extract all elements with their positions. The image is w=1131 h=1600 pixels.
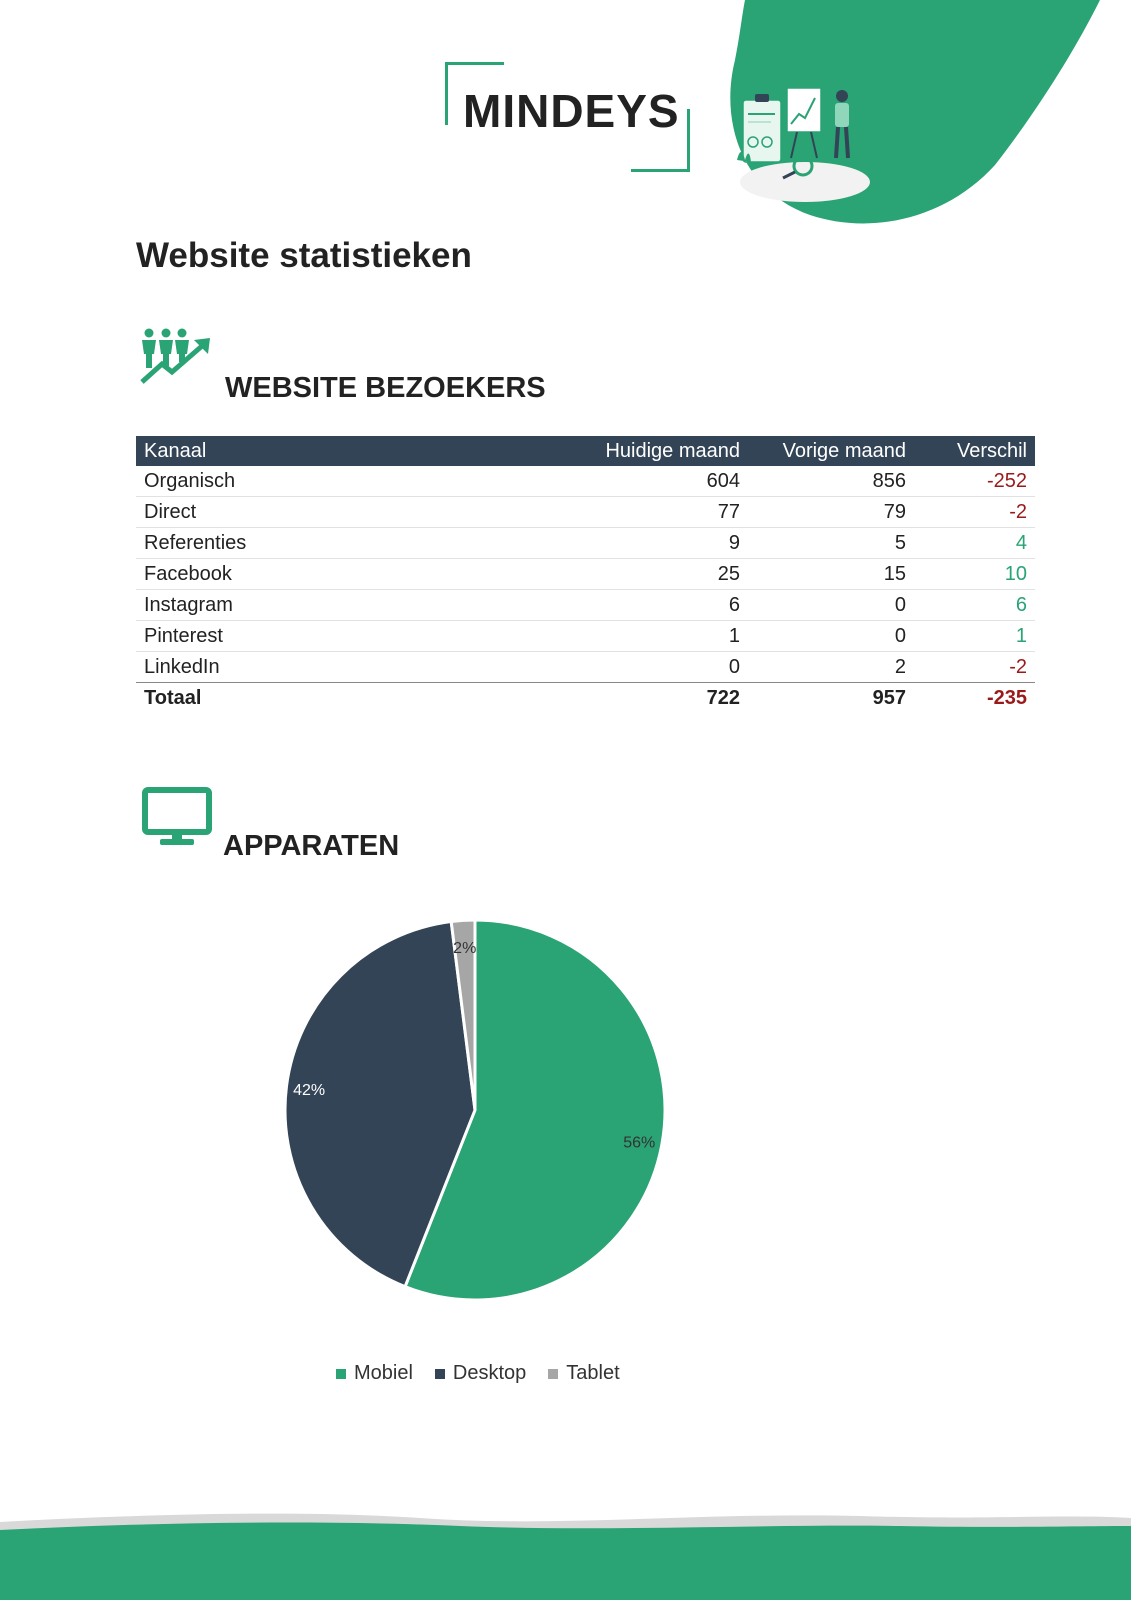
footer-decoration xyxy=(0,1513,1131,1600)
total-diff: -235 xyxy=(986,686,1027,709)
table-row: Pinterest 1 0 1 xyxy=(136,620,1035,652)
pie-chart-svg: 56% 42% 2% xyxy=(283,918,667,1302)
row-current: 6 xyxy=(552,589,748,621)
row-channel: LinkedIn xyxy=(136,651,552,683)
pie-slice-mobiel xyxy=(403,918,667,1302)
monitor-icon xyxy=(142,787,212,845)
total-label: Totaal xyxy=(144,686,202,709)
table-row: Organisch 604 856 -252 xyxy=(136,466,1035,497)
table-row: Instagram 6 0 6 xyxy=(136,589,1035,621)
brand-frame-corner xyxy=(445,62,504,125)
row-current: 9 xyxy=(552,527,748,559)
legend-label: Desktop xyxy=(452,1362,527,1384)
table-row: Direct 77 79 -2 xyxy=(136,496,1035,528)
row-diff: 4 xyxy=(914,527,1035,559)
visitors-table: Kanaal Huidige maand Vorige maand Versch… xyxy=(136,436,1035,713)
pie-data-label: 56% xyxy=(623,1134,655,1151)
total-previous: 957 xyxy=(872,686,906,709)
page-title: Website statistieken xyxy=(136,236,472,275)
row-previous: 856 xyxy=(748,466,914,497)
table-total-row: Totaal 722 957 -235 xyxy=(136,683,1035,714)
legend-swatch xyxy=(434,1368,445,1379)
row-previous: 79 xyxy=(748,496,914,528)
pie-slice-desktop xyxy=(283,919,477,1289)
row-current: 0 xyxy=(552,651,748,683)
row-diff: 1 xyxy=(914,620,1035,652)
total-current: 722 xyxy=(706,686,740,709)
legend-swatch xyxy=(336,1368,346,1379)
legend-item-desktop: Desktop xyxy=(434,1362,527,1385)
row-previous: 0 xyxy=(748,589,914,621)
row-channel: Facebook xyxy=(136,558,552,590)
row-channel: Direct xyxy=(136,496,552,528)
column-header-current: Huidige maand xyxy=(552,436,748,466)
chart-legend: Mobiel Desktop Tablet xyxy=(336,1362,620,1385)
legend-item-tablet: Tablet xyxy=(548,1362,620,1385)
table-row: Referenties 9 5 4 xyxy=(136,527,1035,559)
pie-data-label: 2% xyxy=(453,940,476,957)
column-header-channel: Kanaal xyxy=(136,436,552,466)
devices-section-title: APPARATEN xyxy=(223,830,400,862)
column-header-diff: Verschil xyxy=(914,436,1035,466)
row-channel: Instagram xyxy=(136,589,552,621)
table-row: Facebook 25 15 10 xyxy=(136,558,1035,590)
row-channel: Organisch xyxy=(136,466,552,497)
table-header-row: Kanaal Huidige maand Vorige maand Versch… xyxy=(136,436,1035,466)
column-header-previous: Vorige maand xyxy=(748,436,914,466)
row-previous: 5 xyxy=(748,527,914,559)
pie-data-label: 42% xyxy=(293,1082,325,1099)
legend-label: Tablet xyxy=(566,1362,620,1384)
row-channel: Pinterest xyxy=(136,620,552,652)
row-current: 1 xyxy=(552,620,748,652)
visitors-growth-icon xyxy=(140,328,210,384)
legend-swatch xyxy=(548,1368,559,1379)
row-diff: 10 xyxy=(914,558,1035,590)
row-channel: Referenties xyxy=(136,527,552,559)
brand-frame-corner xyxy=(631,109,690,172)
row-diff: -2 xyxy=(914,496,1035,528)
row-previous: 15 xyxy=(748,558,914,590)
legend-item-mobiel: Mobiel xyxy=(336,1362,413,1385)
row-current: 604 xyxy=(552,466,748,497)
row-diff: -252 xyxy=(914,466,1035,497)
row-diff: 6 xyxy=(914,589,1035,621)
pie-slice-tablet xyxy=(449,918,477,1111)
devices-pie-chart: 56% 42% 2% xyxy=(270,905,680,1320)
row-diff: -2 xyxy=(914,651,1035,683)
table-row: LinkedIn 0 2 -2 xyxy=(136,651,1035,683)
analytics-illustration xyxy=(737,82,870,202)
brand-logo: MINDEYS xyxy=(445,62,690,172)
legend-label: Mobiel xyxy=(354,1362,413,1384)
row-current: 25 xyxy=(552,558,748,590)
visitors-section-title: WEBSITE BEZOEKERS xyxy=(225,372,546,404)
row-previous: 2 xyxy=(748,651,914,683)
row-previous: 0 xyxy=(748,620,914,652)
row-current: 77 xyxy=(552,496,748,528)
brand-name: MINDEYS xyxy=(463,85,680,137)
